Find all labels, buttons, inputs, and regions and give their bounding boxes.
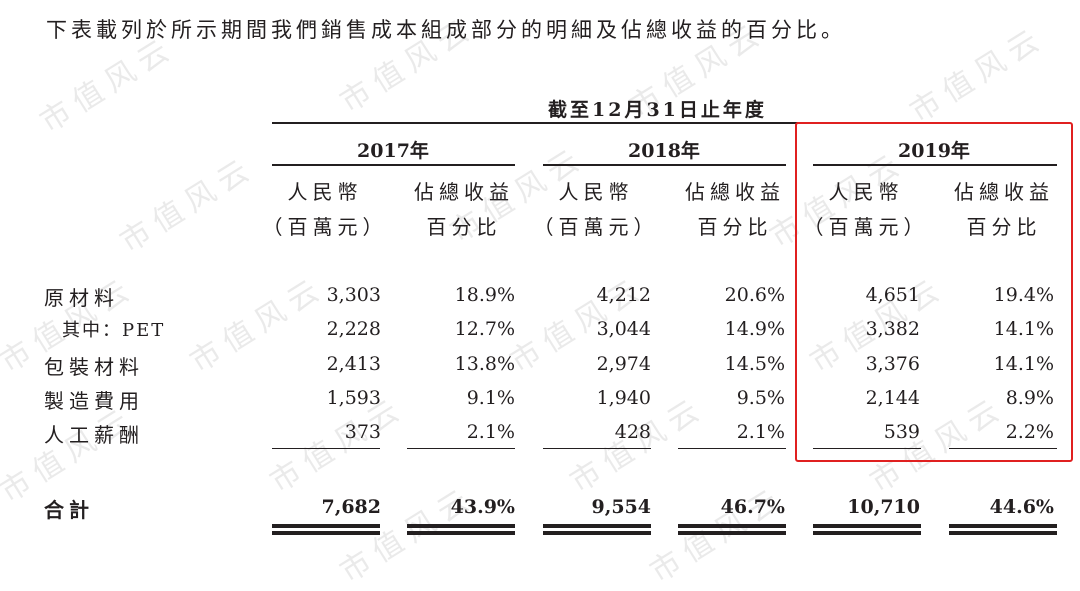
table-cell: 2,413	[326, 353, 381, 375]
col-header-unit: （百萬元）	[533, 215, 659, 239]
col-header-currency: 人民幣	[558, 180, 634, 204]
table-cell: 4,651	[865, 284, 920, 306]
year-rule	[813, 164, 1057, 166]
year-header-2018: 2018年	[628, 140, 700, 162]
total-double-rule	[813, 524, 921, 528]
row-label-labor: 人工薪酬	[44, 423, 144, 447]
year-header-2019: 2019年	[898, 140, 970, 162]
total-double-rule	[949, 531, 1057, 535]
total-cell: 9,554	[591, 496, 652, 518]
table-cell: 2.1%	[466, 421, 515, 443]
col-header-unit: （百萬元）	[262, 215, 388, 239]
year-rule	[272, 164, 515, 166]
watermark: 市值风云	[184, 269, 332, 381]
col-header-unit: （百萬元）	[803, 215, 929, 239]
table-cell: 19.4%	[993, 284, 1054, 306]
col-header-pct-unit: 百分比	[426, 215, 502, 239]
col-header-currency: 人民幣	[828, 180, 904, 204]
total-double-rule	[678, 531, 786, 535]
total-double-rule	[543, 524, 651, 528]
subtotal-rule	[813, 448, 921, 450]
row-label-total: 合計	[44, 498, 94, 522]
table-cell: 1,593	[326, 387, 381, 409]
total-double-rule	[407, 524, 515, 528]
total-double-rule	[407, 531, 515, 535]
table-cell: 3,303	[326, 284, 381, 306]
total-double-rule	[272, 531, 380, 535]
row-label-raw-materials: 原材料	[44, 286, 119, 310]
col-header-pct-unit: 百分比	[697, 215, 773, 239]
watermark: 市值风云	[904, 19, 1052, 131]
subtotal-rule	[543, 448, 651, 450]
year-header-2017: 2017年	[357, 140, 429, 162]
table-cell: 4,212	[596, 284, 651, 306]
table-cell: 428	[614, 421, 651, 443]
col-header-pct: 佔總收益	[685, 180, 785, 204]
table-cell: 2,144	[865, 387, 920, 409]
table-cell: 1,940	[596, 387, 651, 409]
table-cell: 539	[883, 421, 920, 443]
col-header-pct: 佔總收益	[954, 180, 1054, 204]
table-cell: 8.9%	[1005, 387, 1054, 409]
table-cell: 3,044	[596, 318, 651, 340]
table-cell: 373	[344, 421, 381, 443]
highlight-box-2019	[795, 122, 1073, 462]
table-cell: 12.7%	[454, 318, 515, 340]
table-cell: 3,376	[865, 353, 920, 375]
total-double-rule	[272, 524, 380, 528]
period-header: 截至12月31日止年度	[548, 99, 767, 121]
total-double-rule	[543, 531, 651, 535]
row-label-packaging: 包裝材料	[44, 355, 144, 379]
total-cell: 46.7%	[720, 496, 785, 518]
total-double-rule	[949, 524, 1057, 528]
table-cell: 2.1%	[736, 421, 785, 443]
table-cell: 14.1%	[993, 318, 1054, 340]
table-cell: 2,228	[326, 318, 381, 340]
table-cell: 18.9%	[454, 284, 515, 306]
total-cell: 43.9%	[450, 496, 515, 518]
total-cell: 44.6%	[989, 496, 1054, 518]
table-cell: 2,974	[596, 353, 651, 375]
col-header-pct: 佔總收益	[414, 180, 514, 204]
subtotal-rule	[678, 448, 786, 450]
row-label-pet: 其中：PET	[62, 320, 166, 341]
total-cell: 7,682	[321, 496, 382, 518]
col-header-pct-unit: 百分比	[966, 215, 1042, 239]
table-cell: 14.1%	[993, 353, 1054, 375]
table-cell: 9.1%	[466, 387, 515, 409]
subtotal-rule	[949, 448, 1057, 450]
row-label-manufacturing: 製造費用	[44, 389, 144, 413]
col-header-currency: 人民幣	[287, 180, 363, 204]
header-rule	[272, 122, 1057, 124]
total-double-rule	[678, 524, 786, 528]
table-cell: 14.5%	[724, 353, 785, 375]
table-cell: 3,382	[865, 318, 920, 340]
table-cell: 14.9%	[724, 318, 785, 340]
table-cell: 9.5%	[736, 387, 785, 409]
table-cell: 13.8%	[454, 353, 515, 375]
total-cell: 10,710	[847, 496, 920, 518]
subtotal-rule	[272, 448, 380, 450]
watermark: 市值风云	[114, 149, 262, 261]
table-cell: 20.6%	[724, 284, 785, 306]
intro-text: 下表載列於所示期間我們銷售成本組成部分的明細及佔總收益的百分比。	[46, 18, 846, 42]
table-cell: 2.2%	[1005, 421, 1054, 443]
year-rule	[543, 164, 786, 166]
total-double-rule	[813, 531, 921, 535]
subtotal-rule	[407, 448, 515, 450]
